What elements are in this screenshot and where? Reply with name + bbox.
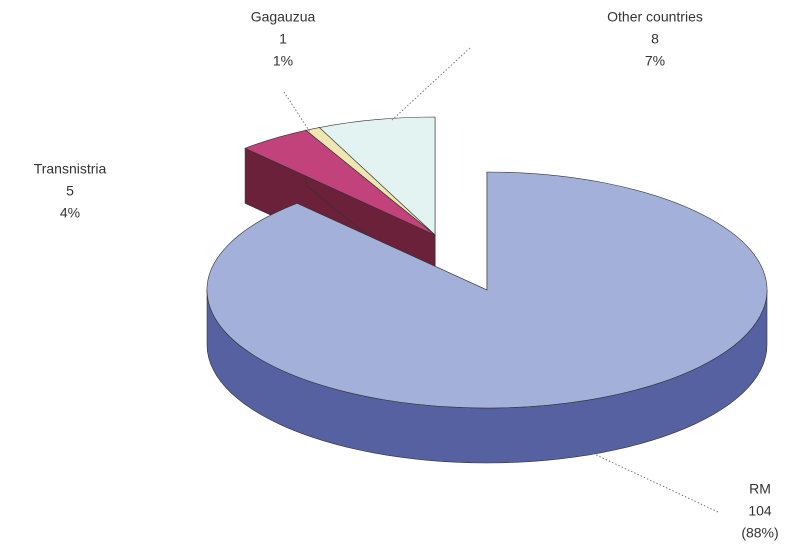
slice-top <box>318 116 436 236</box>
leader-line <box>391 47 471 121</box>
label-value: 1 <box>279 31 287 47</box>
leader-line <box>589 451 719 513</box>
label-percent: 1% <box>273 53 293 69</box>
slice-top <box>244 129 436 236</box>
leader-line <box>283 91 311 133</box>
slice-top <box>206 171 768 409</box>
label-value: 5 <box>66 183 74 199</box>
label-percent: 4% <box>60 205 80 221</box>
label-value: 104 <box>748 503 772 519</box>
label-name: RM <box>749 481 771 497</box>
label-value: 8 <box>651 31 659 47</box>
slice <box>206 171 768 464</box>
label-percent: (88%) <box>741 525 778 541</box>
label-name: Gagauzua <box>251 9 316 25</box>
label-percent: 7% <box>645 53 665 69</box>
label-name: Transnistria <box>34 161 107 177</box>
label-name: Other countries <box>607 9 703 25</box>
